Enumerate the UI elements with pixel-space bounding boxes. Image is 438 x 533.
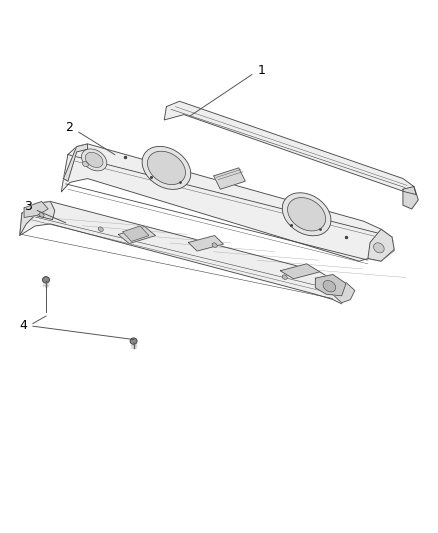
Polygon shape — [188, 236, 223, 251]
Ellipse shape — [323, 280, 336, 292]
Polygon shape — [61, 144, 394, 261]
Ellipse shape — [42, 277, 49, 283]
Polygon shape — [403, 187, 418, 209]
Polygon shape — [164, 101, 416, 195]
Ellipse shape — [98, 227, 103, 231]
Polygon shape — [328, 282, 355, 303]
Polygon shape — [24, 201, 48, 217]
Ellipse shape — [282, 193, 331, 236]
Ellipse shape — [82, 161, 88, 167]
Polygon shape — [64, 144, 88, 181]
Ellipse shape — [282, 275, 287, 279]
Ellipse shape — [85, 152, 103, 167]
Polygon shape — [118, 227, 155, 244]
Text: 1: 1 — [258, 64, 266, 77]
Polygon shape — [280, 264, 320, 279]
Polygon shape — [20, 201, 346, 304]
Ellipse shape — [374, 243, 384, 253]
Polygon shape — [368, 229, 394, 261]
Ellipse shape — [288, 198, 325, 231]
Polygon shape — [315, 274, 346, 296]
Polygon shape — [123, 226, 149, 241]
Text: 4: 4 — [19, 319, 27, 332]
Ellipse shape — [130, 338, 137, 344]
Ellipse shape — [148, 151, 185, 184]
Text: 2: 2 — [65, 122, 73, 134]
Ellipse shape — [212, 243, 217, 247]
Ellipse shape — [81, 149, 107, 171]
Polygon shape — [214, 168, 245, 189]
Ellipse shape — [142, 147, 191, 189]
Polygon shape — [20, 201, 55, 236]
Ellipse shape — [39, 213, 44, 217]
Text: 3: 3 — [24, 200, 32, 213]
